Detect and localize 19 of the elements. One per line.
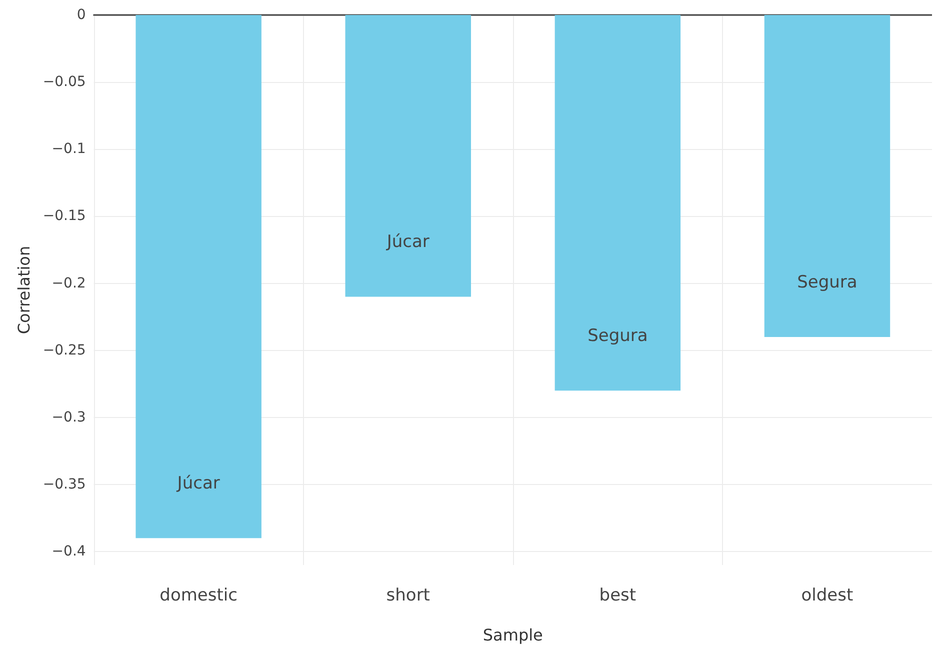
y-tick-label: 0 <box>76 7 86 23</box>
data-label: Júcar <box>176 474 220 494</box>
y-tick-label: −0.2 <box>52 275 86 292</box>
y-axis-title: Correlation <box>14 246 34 334</box>
y-tick-label: −0.05 <box>42 74 86 90</box>
x-axis-title: Sample <box>482 626 543 644</box>
y-tick-label: −0.4 <box>52 544 86 560</box>
y-tick-label: −0.15 <box>42 208 86 224</box>
y-tick-label: −0.25 <box>42 342 86 358</box>
x-tick-label: short <box>386 586 430 606</box>
data-label: Segura <box>588 326 648 346</box>
data-label: Júcar <box>386 232 430 252</box>
y-tick-label: −0.3 <box>52 409 86 426</box>
y-tick-label: −0.35 <box>42 476 86 493</box>
x-tick-label: oldest <box>801 586 854 606</box>
data-label: Segura <box>797 272 858 292</box>
x-tick-label: domestic <box>160 586 238 606</box>
x-tick-label: best <box>599 586 636 606</box>
y-tick-label: −0.1 <box>52 141 86 158</box>
